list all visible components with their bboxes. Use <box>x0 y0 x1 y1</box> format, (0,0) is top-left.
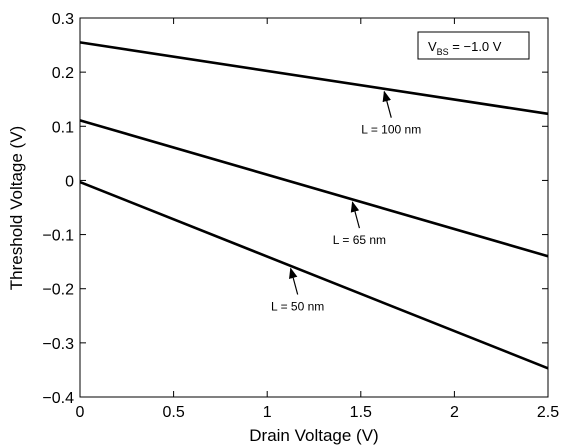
y-tick-label: 0.3 <box>52 11 74 28</box>
axis-ticks: 0 0.5 1 1.5 2 2.5 −0.4 −0.3 −0.2 −0.1 0 0.1 0.2 0.3 <box>42 11 559 421</box>
series-line-3 <box>79 180 549 370</box>
annotation-arrow-3 <box>289 267 299 295</box>
legend-label: VBS = −1.0 V <box>428 39 502 57</box>
y-tick-label: −0.2 <box>42 282 74 299</box>
x-tick-label: 2.5 <box>537 404 559 421</box>
x-tick-label: 1 <box>263 404 272 421</box>
x-tick-label: 2 <box>450 404 459 421</box>
y-tick-label: −0.3 <box>42 336 74 353</box>
line-annotations: L = 100 nm L = 65 nm L = 50 nm <box>271 90 421 313</box>
x-tick-label: 0.5 <box>162 404 184 421</box>
y-tick-label: 0.1 <box>52 119 74 136</box>
y-tick-label: −0.4 <box>42 390 74 407</box>
x-tick-label: 0 <box>76 404 85 421</box>
plot-frame <box>79 17 549 398</box>
legend-box: VBS = −1.0 V <box>417 31 530 60</box>
y-tick-label: −0.1 <box>42 228 74 245</box>
series-line-1 <box>79 41 549 116</box>
y-tick-label: 0 <box>65 173 74 190</box>
y-tick-label: 0.2 <box>52 65 74 82</box>
x-tick-label: 1.5 <box>350 404 372 421</box>
x-axis-label: Drain Voltage (V) <box>249 426 378 445</box>
annotation-label-1: L = 100 nm <box>361 123 421 137</box>
annotation-label-3: L = 50 nm <box>271 299 324 313</box>
annotation-label-2: L = 65 nm <box>333 233 386 247</box>
annotation-arrow-1 <box>382 90 392 118</box>
data-series <box>79 41 549 370</box>
series-line-2 <box>79 119 549 258</box>
annotation-arrow-2 <box>350 201 361 229</box>
y-axis-label: Threshold Voltage (V) <box>7 126 26 290</box>
